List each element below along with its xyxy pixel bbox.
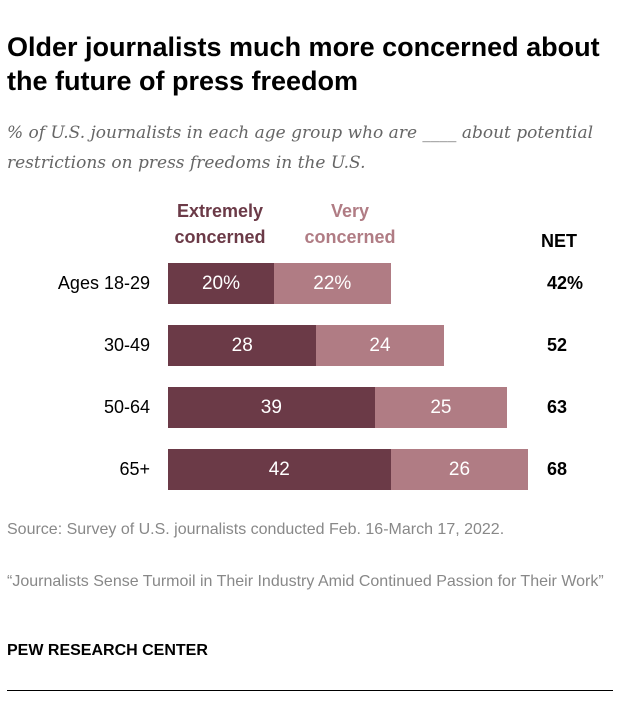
legend-very: Very concerned bbox=[304, 201, 396, 247]
category-label: 50-64 bbox=[103, 397, 150, 417]
bar-extremely-concerned: 20% bbox=[168, 263, 274, 304]
data-label: 26 bbox=[448, 458, 471, 480]
data-label: 22% bbox=[313, 272, 352, 294]
bar-extremely-concerned: 39 bbox=[168, 387, 375, 428]
data-label: 20% bbox=[201, 272, 241, 294]
bar-very-concerned: 22% bbox=[274, 263, 391, 304]
data-label: 25 bbox=[430, 396, 452, 418]
net-header: NET bbox=[541, 231, 577, 251]
category-label: 65+ bbox=[119, 459, 150, 479]
bottom-rule bbox=[7, 690, 613, 691]
chart-title: Older journalists much more concerned ab… bbox=[7, 32, 600, 96]
data-label: 42 bbox=[268, 458, 290, 480]
net-value: 68 bbox=[547, 459, 568, 479]
data-label: 39 bbox=[260, 396, 282, 418]
bar-very-concerned: 25 bbox=[374, 387, 508, 428]
net-value: 63 bbox=[547, 397, 568, 417]
net-value: 42% bbox=[547, 273, 584, 293]
brand: PEW RESEARCH CENTER bbox=[7, 642, 208, 659]
category-label: Ages 18-29 bbox=[57, 273, 150, 293]
legend-extremely: Extremely concerned bbox=[174, 201, 266, 247]
report-title: “Journalists Sense Turmoil in Their Indu… bbox=[7, 573, 604, 590]
data-label: 24 bbox=[369, 334, 391, 356]
chart-subtitle: % of U.S. journalists in each age group … bbox=[7, 123, 594, 173]
category-label: 30-49 bbox=[103, 335, 150, 355]
bar-very-concerned: 26 bbox=[390, 449, 529, 490]
source-note: Source: Survey of U.S. journalists condu… bbox=[7, 521, 505, 538]
bar-very-concerned: 24 bbox=[316, 325, 444, 366]
bar-extremely-concerned: 28 bbox=[168, 325, 317, 366]
bar-extremely-concerned: 42 bbox=[168, 449, 391, 490]
data-label: 28 bbox=[231, 334, 253, 356]
net-value: 52 bbox=[547, 335, 568, 355]
